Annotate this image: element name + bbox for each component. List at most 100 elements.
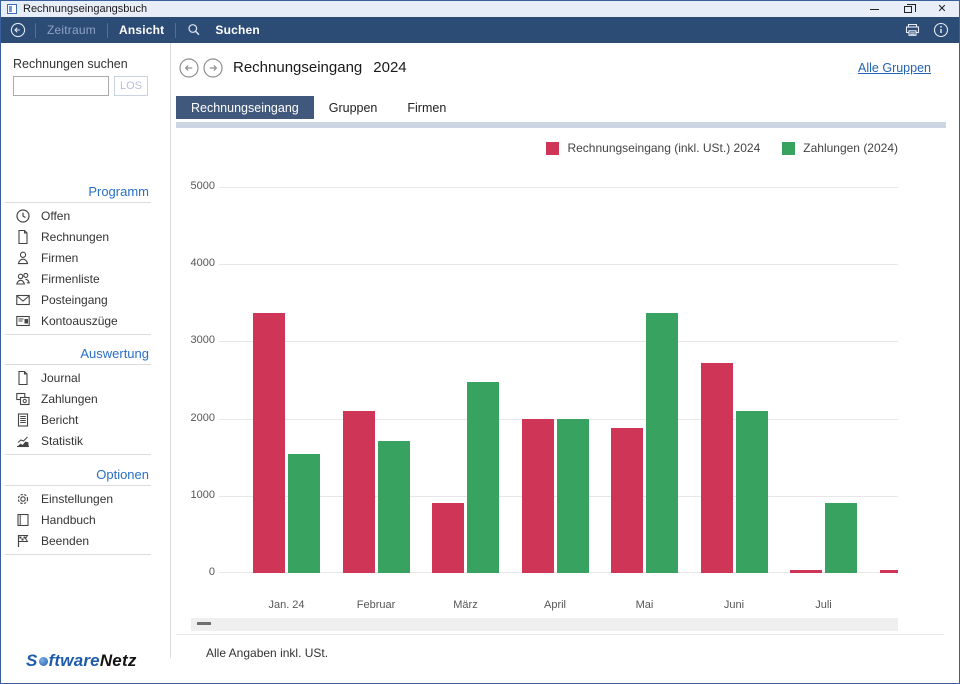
legend-item-zahlungen-2024: Zahlungen (2024) <box>782 141 898 155</box>
gridline-3000 <box>219 341 898 343</box>
bar-februar-rechnungseingang[interactable] <box>342 410 375 573</box>
statistics-icon <box>15 433 31 449</box>
toolbar-item-zeitraum[interactable]: Zeitraum <box>47 23 96 37</box>
sidebar-item-firmenliste[interactable]: Firmenliste <box>5 268 151 289</box>
sidebar-item-label: Zahlungen <box>41 391 98 406</box>
sidebar-item-rechnungen[interactable]: Rechnungen <box>5 226 151 247</box>
bar-juli-zahlungen[interactable] <box>825 502 857 573</box>
sidebar-item-label: Beenden <box>41 533 90 548</box>
search-icon <box>186 22 202 38</box>
toolbar-separator <box>175 22 177 38</box>
legend-swatch <box>546 141 560 155</box>
sidebar-item-beenden[interactable]: Beenden <box>5 530 151 551</box>
sidebar-item-label: Einstellungen <box>41 491 114 506</box>
sidebar-item-label: Rechnungen <box>41 229 110 244</box>
invoice-search-input[interactable] <box>13 76 109 96</box>
sidebar-item-label: Firmen <box>41 250 79 265</box>
document-icon <box>15 370 31 386</box>
sidebar-item-offen[interactable]: Offen <box>5 205 151 226</box>
envelope-icon <box>15 292 31 308</box>
sidebar-item-label: Kontoauszüge <box>41 313 118 328</box>
sidebar-item-firmen[interactable]: Firmen <box>5 247 151 268</box>
legend-label: Zahlungen (2024) <box>803 141 898 155</box>
print-button[interactable] <box>904 22 921 38</box>
payments-icon <box>15 391 31 407</box>
toolbar-item-ansicht[interactable]: Ansicht <box>118 23 165 37</box>
gridline-4000 <box>219 264 898 266</box>
toolbar-separator <box>106 22 108 38</box>
back-circle-icon <box>10 22 26 38</box>
window-title: Rechnungseingangsbuch <box>23 3 148 15</box>
bar-juli-rechnungseingang[interactable] <box>790 569 822 573</box>
footer-divider <box>176 634 944 635</box>
tab-rechnungseingang[interactable]: Rechnungseingang <box>176 96 314 119</box>
sidebar-item-zahlungen[interactable]: Zahlungen <box>5 388 151 409</box>
bar-partial-next-month[interactable] <box>879 569 898 573</box>
sidebar-section-programm: Programm Offen Rechnungen Firmen Firmenliste… <box>5 184 151 335</box>
bank-statement-icon <box>15 313 31 329</box>
sidebar-item-label: Statistik <box>41 433 84 448</box>
section-header-optionen: Optionen <box>5 467 151 486</box>
history-back-button[interactable] <box>179 58 199 78</box>
logo-prefix: S <box>26 651 38 670</box>
titlebar: Rechnungseingangsbuch ✕ <box>1 1 959 17</box>
restore-button[interactable] <box>891 1 925 17</box>
chart-scrollbar[interactable] <box>191 618 898 631</box>
bar-juni-rechnungseingang[interactable] <box>700 363 733 573</box>
bar-mai-rechnungseingang[interactable] <box>611 427 643 573</box>
tab-gruppen[interactable]: Gruppen <box>328 100 378 115</box>
legend-label: Rechnungseingang (inkl. USt.) 2024 <box>567 141 761 155</box>
chart-scrollbar-thumb[interactable] <box>197 622 211 625</box>
search-go-button[interactable]: LOS <box>114 76 148 96</box>
sidebar-item-label: Firmenliste <box>41 271 100 286</box>
x-tick-label: Februar <box>356 599 396 611</box>
minimize-icon <box>869 8 879 10</box>
sidebar-item-handbuch[interactable]: Handbuch <box>5 509 151 530</box>
bar-april-zahlungen[interactable] <box>556 418 589 573</box>
sidebar-divider <box>170 43 171 658</box>
invoice-search-label: Rechnungen suchen <box>13 57 128 71</box>
bar-jan-24-zahlungen[interactable] <box>288 454 320 573</box>
minimize-button[interactable] <box>857 1 891 17</box>
toolbar-back-button[interactable] <box>10 22 26 38</box>
info-button[interactable] <box>933 22 949 38</box>
sidebar-item-kontoauszüge[interactable]: Kontoauszüge <box>5 310 151 331</box>
bar-april-rechnungseingang[interactable] <box>521 418 554 573</box>
gridline-5000 <box>219 187 898 188</box>
toolbar-separator <box>35 22 36 38</box>
x-tick-label: März <box>453 599 478 611</box>
logo-middle: ftware <box>48 651 100 670</box>
flag-icon <box>15 533 31 549</box>
sidebar-section-optionen: Optionen Einstellungen Handbuch Beenden <box>5 467 151 555</box>
close-button[interactable]: ✕ <box>925 1 959 17</box>
page-title-text: Rechnungseingang <box>233 59 363 76</box>
bar-februar-zahlungen[interactable] <box>377 441 410 573</box>
bar-mai-zahlungen[interactable] <box>646 312 678 573</box>
sidebar-item-label: Handbuch <box>41 512 96 527</box>
bar-märz-rechnungseingang[interactable] <box>432 502 464 573</box>
sidebar-item-posteingang[interactable]: Posteingang <box>5 289 151 310</box>
bar-jan-24-rechnungseingang[interactable] <box>253 312 285 573</box>
people-icon <box>15 271 31 287</box>
y-tick-label: 2000 <box>190 411 215 424</box>
bar-juni-zahlungen[interactable] <box>735 410 768 573</box>
logo-suffix: Netz <box>99 651 137 670</box>
person-icon <box>15 250 31 266</box>
tab-firmen[interactable]: Firmen <box>407 100 447 115</box>
app-icon <box>7 4 17 14</box>
history-forward-button[interactable] <box>203 58 223 78</box>
bar-märz-zahlungen[interactable] <box>467 381 499 573</box>
all-groups-link[interactable]: Alle Gruppen <box>858 61 931 75</box>
sidebar-item-statistik[interactable]: Statistik <box>5 430 151 451</box>
y-tick-label: 3000 <box>190 334 215 347</box>
section-header-auswertung: Auswertung <box>5 346 151 365</box>
sidebar-item-einstellungen[interactable]: Einstellungen <box>5 488 151 509</box>
y-tick-label: 0 <box>208 566 215 578</box>
restore-icon <box>904 3 916 13</box>
sidebar-item-bericht[interactable]: Bericht <box>5 409 151 430</box>
close-icon: ✕ <box>937 2 947 15</box>
legend-swatch <box>782 141 796 155</box>
sidebar-item-journal[interactable]: Journal <box>5 367 151 388</box>
toolbar-item-suchen[interactable]: Suchen <box>215 23 260 37</box>
